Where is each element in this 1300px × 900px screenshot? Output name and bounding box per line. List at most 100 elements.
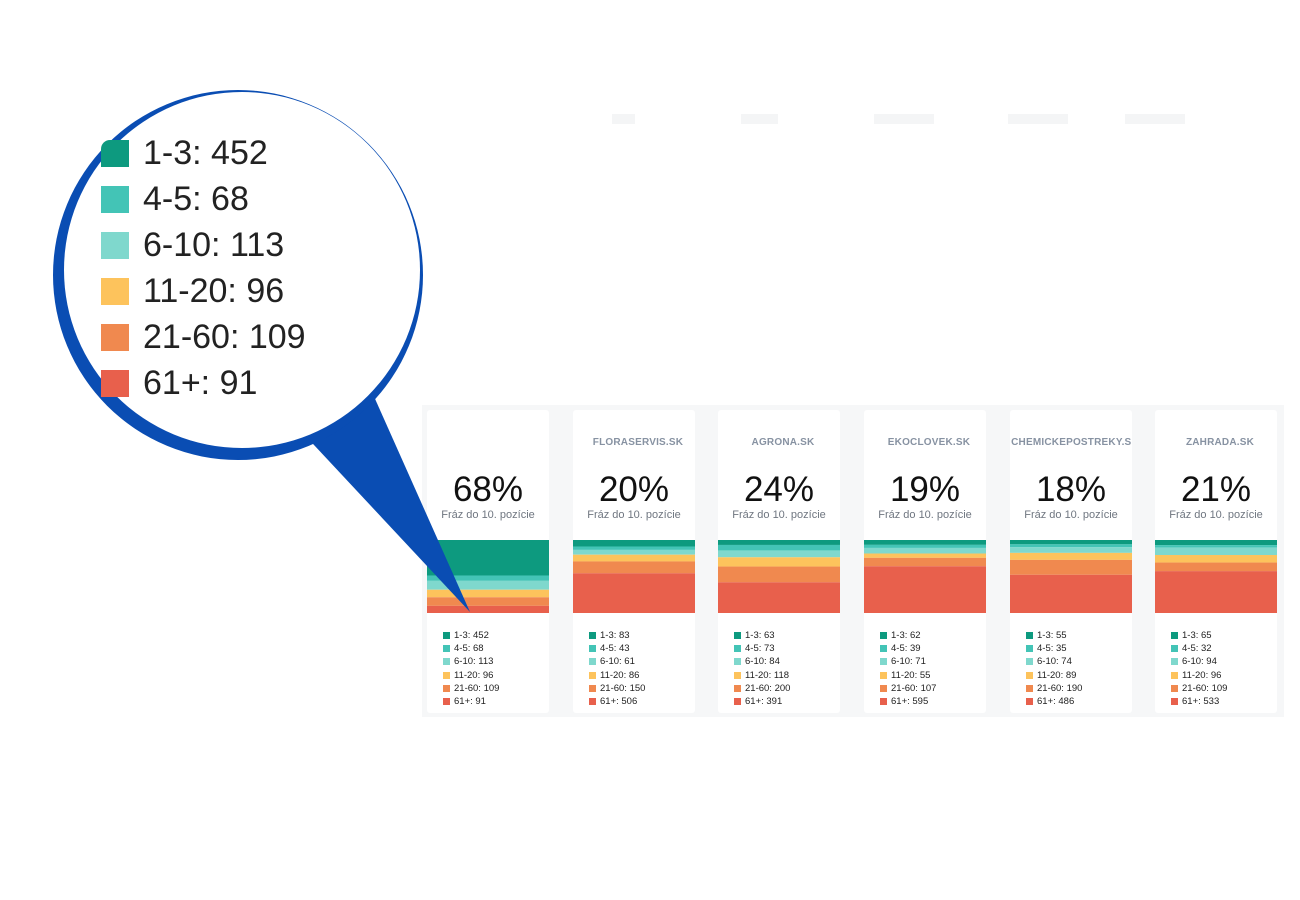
legend-swatch <box>443 684 450 692</box>
legend-swatch <box>589 698 596 706</box>
domain-card: CHEMICKEPOSTREKY.SK 18% Fráz do 10. pozíci… <box>1010 410 1132 713</box>
placeholder-bar <box>612 114 635 124</box>
stacked-bar <box>427 540 549 613</box>
legend-swatch <box>1171 658 1178 666</box>
legend-item: 4-5: 68 <box>443 642 499 655</box>
legend-swatch <box>734 632 741 640</box>
legend-label: 11-20: 55 <box>891 669 931 681</box>
legend-item: 61+: 391 <box>734 695 790 708</box>
card-subtitle: Fráz do 10. pozície <box>441 509 535 521</box>
legend-swatch <box>880 671 887 679</box>
legend-swatch <box>589 671 596 679</box>
bar-segment-4-5 <box>1155 545 1277 548</box>
legend-swatch <box>1026 671 1033 679</box>
legend-label: 11-20: 96 <box>454 669 494 681</box>
legend-label: 1-3: 83 <box>600 630 630 642</box>
bar-segment-6-10 <box>1155 547 1277 556</box>
legend-label: 4-5: 32 <box>1182 643 1212 655</box>
zoom-legend-label: 4-5: 68 <box>143 179 249 218</box>
zoom-legend-swatch <box>101 369 129 397</box>
card-legend: 1-3: 65 4-5: 32 6-10: 94 11-20: 96 21-60: 10… <box>1171 629 1227 708</box>
zoom-legend-swatch <box>101 231 129 259</box>
legend-label: 4-5: 68 <box>454 643 484 655</box>
zoom-legend-label: 1-3: 452 <box>143 133 268 172</box>
legend-item: 1-3: 55 <box>1026 629 1082 642</box>
card-legend: 1-3: 63 4-5: 73 6-10: 84 11-20: 118 21-60: 2… <box>734 629 790 708</box>
bar-segment-4-5 <box>718 544 840 551</box>
legend-item: 6-10: 71 <box>880 655 936 668</box>
legend-swatch <box>880 658 887 666</box>
bar-segment-11-20 <box>718 557 840 567</box>
legend-item: 4-5: 39 <box>880 642 936 655</box>
legend-swatch <box>880 645 887 653</box>
stacked-bar <box>1155 540 1277 613</box>
legend-item: 61+: 533 <box>1171 695 1227 708</box>
legend-label: 61+: 391 <box>745 696 783 708</box>
legend-label: 4-5: 35 <box>1037 643 1067 655</box>
bar-segment-11-20 <box>573 554 695 562</box>
legend-item: 11-20: 89 <box>1026 669 1082 682</box>
top10-percentage: 21% <box>1180 470 1252 509</box>
legend-item: 11-20: 118 <box>734 669 790 682</box>
legend-swatch <box>1026 658 1033 666</box>
legend-swatch <box>880 684 887 692</box>
legend-swatch <box>443 698 450 706</box>
bar-segment-61+ <box>1155 571 1277 613</box>
legend-label: 6-10: 113 <box>454 656 494 668</box>
legend-item: 4-5: 73 <box>734 642 790 655</box>
bar-segment-4-5 <box>573 546 695 550</box>
card-subtitle: Fráz do 10. pozície <box>878 509 972 521</box>
legend-label: 6-10: 84 <box>745 656 780 668</box>
zoom-legend-swatch <box>101 185 129 213</box>
bar-segment-21-60 <box>427 597 549 606</box>
legend-item: 21-60: 107 <box>880 682 936 695</box>
bar-segment-6-10 <box>573 549 695 555</box>
card-title: ZAHRADA.SK <box>1185 437 1255 448</box>
bar-segment-61+ <box>718 582 840 613</box>
legend-swatch <box>1026 632 1033 640</box>
bar-segment-1-3 <box>573 540 695 547</box>
bar-segment-1-3 <box>427 540 549 576</box>
zoom-legend: 1-3: 452 4-5: 68 6-10: 113 11-20: 96 21-60: … <box>101 130 306 406</box>
zoom-legend-item: 4-5: 68 <box>101 176 306 222</box>
legend-label: 61+: 91 <box>454 696 486 708</box>
legend-item: 21-60: 190 <box>1026 682 1082 695</box>
legend-item: 6-10: 61 <box>589 655 645 668</box>
legend-label: 21-60: 107 <box>891 682 937 694</box>
legend-label: 1-3: 55 <box>1037 630 1067 642</box>
card-title: AGRONA.SK <box>751 437 815 448</box>
legend-label: 4-5: 73 <box>745 643 775 655</box>
legend-item: 4-5: 43 <box>589 642 645 655</box>
bar-segment-11-20 <box>1155 555 1277 563</box>
legend-label: 61+: 506 <box>600 696 638 708</box>
legend-label: 1-3: 63 <box>745 630 775 642</box>
stacked-bar <box>718 540 840 613</box>
legend-label: 1-3: 452 <box>454 630 489 642</box>
legend-label: 21-60: 190 <box>1037 682 1083 694</box>
legend-item: 6-10: 94 <box>1171 655 1227 668</box>
legend-swatch <box>589 632 596 640</box>
top10-percentage: 68% <box>452 470 524 509</box>
legend-swatch <box>1171 645 1178 653</box>
bar-segment-1-3 <box>1155 540 1277 546</box>
legend-item: 21-60: 109 <box>443 682 499 695</box>
legend-item: 11-20: 55 <box>880 669 936 682</box>
top10-percentage: 19% <box>889 470 961 509</box>
legend-item: 11-20: 96 <box>443 669 499 682</box>
legend-label: 61+: 595 <box>891 696 929 708</box>
legend-swatch <box>589 684 596 692</box>
legend-label: 6-10: 74 <box>1037 656 1072 668</box>
legend-swatch <box>443 645 450 653</box>
domain-card: 68% Fráz do 10. pozície 1-3: 452 4-5: 68 6-1… <box>427 410 549 713</box>
legend-swatch <box>589 658 596 666</box>
bar-segment-21-60 <box>718 566 840 583</box>
bar-segment-1-3 <box>718 540 840 545</box>
legend-item: 11-20: 96 <box>1171 669 1227 682</box>
card-legend: 1-3: 452 4-5: 68 6-10: 113 11-20: 96 21-60: … <box>443 629 499 708</box>
legend-swatch <box>1171 632 1178 640</box>
zoom-legend-label: 11-20: 96 <box>143 271 285 310</box>
domain-card: ZAHRADA.SK 21% Fráz do 10. pozície 1-3: 65 4… <box>1155 410 1277 713</box>
bar-segment-4-5 <box>427 575 549 581</box>
legend-label: 21-60: 200 <box>745 682 791 694</box>
legend-swatch <box>443 658 450 666</box>
